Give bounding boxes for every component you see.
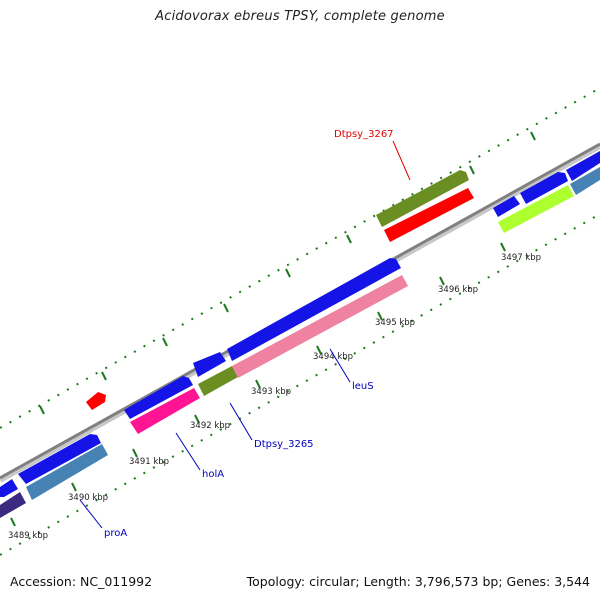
gene-forward <box>566 151 600 181</box>
gene-forward <box>520 172 568 204</box>
gene-reverse <box>232 275 408 378</box>
map-title: Acidovorax ebreus TPSY, complete genome <box>155 9 445 24</box>
gene-forward <box>376 170 469 227</box>
tick-label: 3492 kbp <box>190 421 230 431</box>
gene-reverse <box>198 366 238 396</box>
gene-reverse <box>0 492 26 518</box>
gene-forward <box>18 434 101 484</box>
accession-text: Accession: NC_011992 <box>10 574 153 589</box>
tick-label: 3491 kbp <box>129 457 169 467</box>
inner-dotted-track <box>0 213 600 556</box>
tick-label: 3497 kbp <box>501 253 541 263</box>
gene-forward <box>227 258 401 361</box>
gene-label: proA <box>104 528 127 539</box>
tick-label: 3493 kbp <box>251 387 291 397</box>
gene-forward <box>493 196 520 217</box>
gene-reverse <box>570 167 600 195</box>
major-ticks <box>10 131 536 527</box>
gene-label: leuS <box>352 381 374 392</box>
gene-label: Dtpsy_3265 <box>254 439 314 450</box>
tick-label: 3495 kbp <box>375 318 415 328</box>
gene-forward <box>193 352 226 377</box>
topology-text: Topology: circular; Length: 3,796,573 bp… <box>246 574 590 589</box>
forward-genes <box>0 151 600 497</box>
reverse-genes <box>0 167 600 518</box>
gene-forward <box>124 376 193 419</box>
tick-label: 3490 kbp <box>68 493 108 503</box>
gene-reverse <box>498 185 574 233</box>
gene-forward <box>86 392 106 410</box>
tick-label: 3489 kbp <box>8 531 48 541</box>
gene-reverse <box>26 444 108 500</box>
tick-label: 3494 kbp <box>313 352 353 362</box>
gene-reverse <box>130 388 200 434</box>
gene-label: holA <box>202 469 224 480</box>
gene-forward <box>0 479 18 497</box>
label-leaders <box>79 140 411 529</box>
gene-label: Dtpsy_3267 <box>334 129 394 140</box>
gene-reverse <box>384 188 474 242</box>
tick-label: 3496 kbp <box>438 285 478 295</box>
